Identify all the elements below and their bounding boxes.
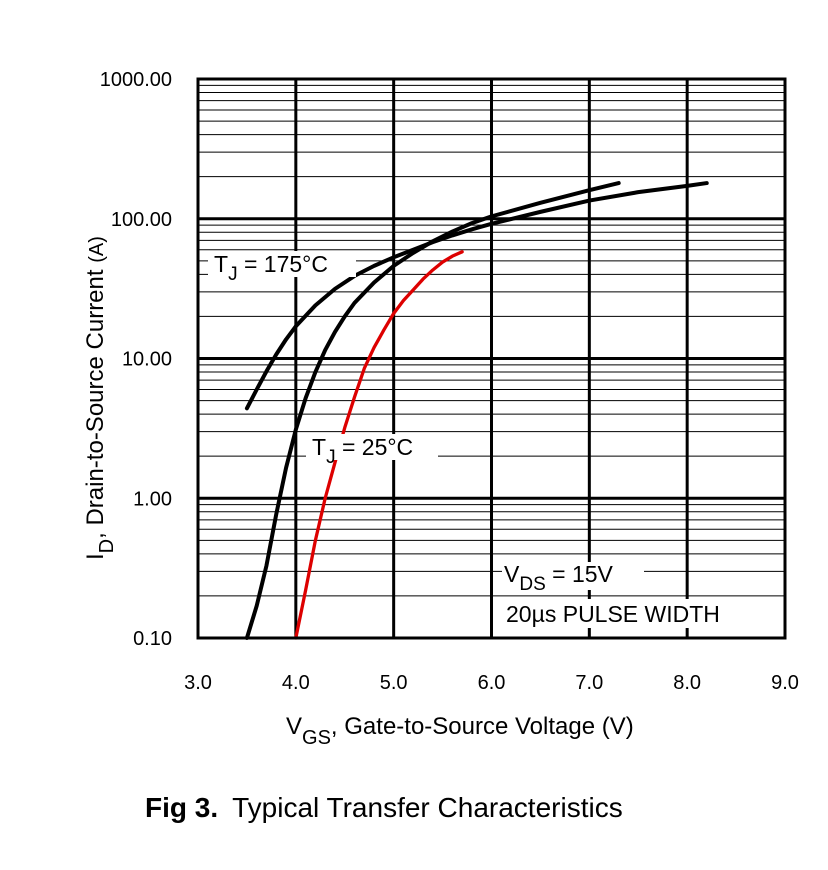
series-line-1 (244, 181, 621, 640)
x-axis-label: VGS, Gate-to-Source Voltage (V) (286, 713, 634, 749)
annotation-pulse-width-background (502, 599, 764, 628)
x-tick-label: 9.0 (771, 672, 799, 694)
annotation-vds-sub: DS (519, 574, 545, 595)
y-tick-label: 10.00 (122, 349, 172, 371)
y-tick-label: 1.00 (133, 488, 172, 510)
plot-frame (196, 77, 787, 640)
figure-caption-label: Fig 3. (145, 792, 218, 823)
y-tick-label: 1000.00 (100, 69, 172, 91)
annotation-pulse-width-text: 20µs PULSE WIDTH (506, 601, 720, 627)
y-axis-label: ID, Drain-to-Source Current (A) (82, 236, 118, 560)
x-tick-label: 7.0 (575, 672, 603, 694)
tick-label-layer: 3.0 4.0 5.0 6.0 7.0 8.0 9.0 0.10 1.00 10.00 100.00… (100, 69, 799, 694)
y-axis-label-unit: (A) (86, 236, 108, 263)
annotation-tj-175-rest: = 175°C (238, 251, 328, 277)
series-layer (244, 181, 709, 640)
annotation-tj-25-sub: J (326, 447, 336, 468)
x-tick-label: 6.0 (478, 672, 506, 694)
figure-caption: Fig 3. Typical Transfer Characteristics (145, 792, 623, 823)
figure-caption-title: Typical Transfer Characteristics (232, 792, 623, 823)
annotation-tj-25-text: TJ = 25°C (312, 434, 413, 468)
x-tick-label: 5.0 (380, 672, 408, 694)
annotation-vds-text: VDS = 15V (504, 561, 614, 595)
annotation-tj-175-sub: J (228, 264, 238, 285)
annotation-tj-175-text: TJ = 175°C (214, 251, 328, 285)
annotation-tj-175-background (208, 251, 356, 277)
annotation-pulse-width: 20µs PULSE WIDTH (502, 599, 764, 628)
annotation-tj-25: TJ = 25°C (306, 434, 438, 468)
y-tick-label: 100.00 (111, 209, 172, 231)
series-line-0 (244, 181, 709, 411)
x-axis-label-main: V (286, 713, 302, 740)
x-axis-label-rest: , Gate-to-Source Voltage (V) (331, 713, 634, 740)
annotation-tj-25-background (306, 434, 438, 460)
x-tick-label: 8.0 (673, 672, 701, 694)
x-tick-label: 3.0 (184, 672, 212, 694)
x-axis-label-sub: GS (302, 727, 331, 749)
y-axis-label-sub: D (96, 539, 118, 553)
annotation-tj-175-main: T (214, 251, 228, 277)
y-axis-label-main: I (82, 553, 109, 560)
annotation-vds-main: V (504, 561, 520, 587)
annotation-vds: VDS = 15V (502, 561, 644, 595)
annotation-tj-25-main: T (312, 434, 326, 460)
series-line-2 (294, 250, 464, 640)
annotation-tj-25-rest: = 25°C (336, 434, 414, 460)
annotation-tj-175: TJ = 175°C (208, 251, 356, 285)
y-tick-label: 0.10 (133, 628, 172, 650)
annotation-vds-rest: = 15V (546, 561, 614, 587)
y-axis-label-rest: , Drain-to-Source Current (82, 263, 109, 539)
annotation-vds-background (502, 562, 644, 590)
x-tick-label: 4.0 (282, 672, 310, 694)
